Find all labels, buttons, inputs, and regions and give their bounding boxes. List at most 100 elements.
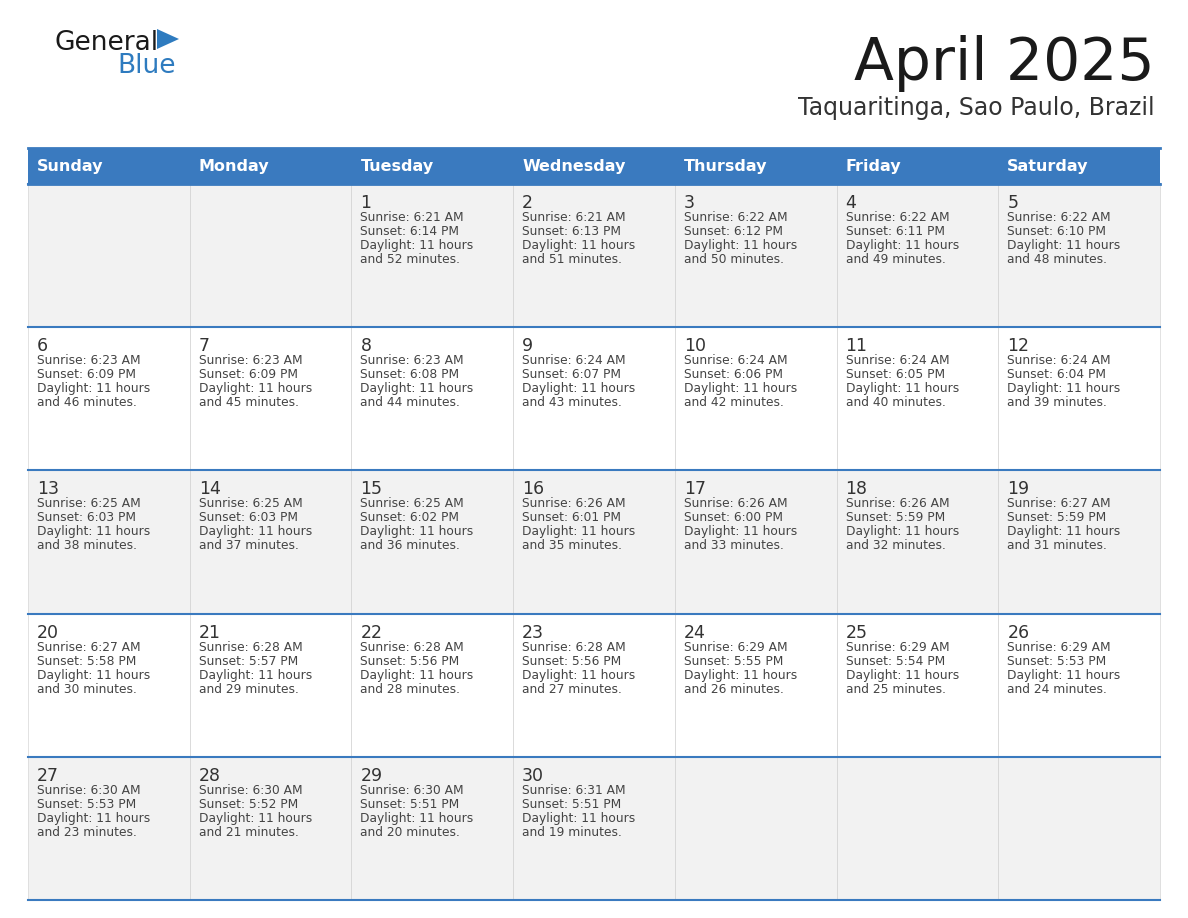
Text: Daylight: 11 hours: Daylight: 11 hours — [523, 812, 636, 824]
Text: and 50 minutes.: and 50 minutes. — [684, 253, 784, 266]
Text: Daylight: 11 hours: Daylight: 11 hours — [198, 525, 312, 538]
Text: Sunset: 5:54 PM: Sunset: 5:54 PM — [846, 655, 944, 667]
Bar — [836, 756, 998, 900]
Text: Daylight: 11 hours: Daylight: 11 hours — [1007, 382, 1120, 396]
Text: and 42 minutes.: and 42 minutes. — [684, 397, 784, 409]
Text: 2: 2 — [523, 194, 533, 212]
Bar — [190, 470, 352, 613]
Bar — [352, 184, 513, 327]
Text: and 48 minutes.: and 48 minutes. — [1007, 253, 1107, 266]
Text: Sunset: 5:53 PM: Sunset: 5:53 PM — [37, 798, 137, 811]
Text: and 36 minutes.: and 36 minutes. — [360, 540, 460, 553]
Text: Sunrise: 6:28 AM: Sunrise: 6:28 AM — [198, 641, 303, 654]
Bar — [836, 148, 998, 184]
Text: Sunset: 5:51 PM: Sunset: 5:51 PM — [360, 798, 460, 811]
Text: Daylight: 11 hours: Daylight: 11 hours — [37, 382, 150, 396]
Text: and 44 minutes.: and 44 minutes. — [360, 397, 460, 409]
Text: 24: 24 — [684, 623, 706, 642]
Text: Sunrise: 6:27 AM: Sunrise: 6:27 AM — [37, 641, 140, 654]
Text: 27: 27 — [37, 767, 59, 785]
Bar — [29, 148, 190, 184]
Text: 28: 28 — [198, 767, 221, 785]
Text: Sunrise: 6:24 AM: Sunrise: 6:24 AM — [1007, 354, 1111, 367]
Text: Sunset: 6:03 PM: Sunset: 6:03 PM — [37, 511, 135, 524]
Bar — [513, 327, 675, 470]
Text: 14: 14 — [198, 480, 221, 498]
Bar — [190, 184, 352, 327]
Text: Sunrise: 6:23 AM: Sunrise: 6:23 AM — [198, 354, 302, 367]
Text: Daylight: 11 hours: Daylight: 11 hours — [360, 812, 474, 824]
Text: Daylight: 11 hours: Daylight: 11 hours — [198, 382, 312, 396]
Text: Sunset: 6:11 PM: Sunset: 6:11 PM — [846, 225, 944, 238]
Text: and 46 minutes.: and 46 minutes. — [37, 397, 137, 409]
Text: 3: 3 — [684, 194, 695, 212]
Text: 4: 4 — [846, 194, 857, 212]
Bar — [29, 327, 190, 470]
Text: Sunrise: 6:24 AM: Sunrise: 6:24 AM — [523, 354, 626, 367]
Bar — [29, 613, 190, 756]
Bar — [513, 148, 675, 184]
Text: Sunset: 6:09 PM: Sunset: 6:09 PM — [37, 368, 135, 381]
Text: 18: 18 — [846, 480, 867, 498]
Text: Sunrise: 6:23 AM: Sunrise: 6:23 AM — [360, 354, 465, 367]
Text: Daylight: 11 hours: Daylight: 11 hours — [37, 668, 150, 681]
Bar — [675, 470, 836, 613]
Text: Sunrise: 6:28 AM: Sunrise: 6:28 AM — [523, 641, 626, 654]
Text: Sunrise: 6:22 AM: Sunrise: 6:22 AM — [1007, 211, 1111, 224]
Text: Daylight: 11 hours: Daylight: 11 hours — [1007, 525, 1120, 538]
Text: 20: 20 — [37, 623, 59, 642]
Text: Daylight: 11 hours: Daylight: 11 hours — [37, 812, 150, 824]
Text: and 24 minutes.: and 24 minutes. — [1007, 683, 1107, 696]
Text: Sunset: 5:57 PM: Sunset: 5:57 PM — [198, 655, 298, 667]
Text: 22: 22 — [360, 623, 383, 642]
Text: 11: 11 — [846, 337, 867, 355]
Text: 10: 10 — [684, 337, 706, 355]
Text: and 21 minutes.: and 21 minutes. — [198, 826, 298, 839]
Text: Daylight: 11 hours: Daylight: 11 hours — [846, 239, 959, 252]
Text: Sunset: 6:09 PM: Sunset: 6:09 PM — [198, 368, 298, 381]
Bar — [675, 148, 836, 184]
Text: Taquaritinga, Sao Paulo, Brazil: Taquaritinga, Sao Paulo, Brazil — [798, 96, 1155, 120]
Text: Sunset: 6:04 PM: Sunset: 6:04 PM — [1007, 368, 1106, 381]
Text: Sunrise: 6:21 AM: Sunrise: 6:21 AM — [523, 211, 626, 224]
Bar — [190, 148, 352, 184]
Text: Tuesday: Tuesday — [360, 159, 434, 174]
Text: 15: 15 — [360, 480, 383, 498]
Text: Sunset: 6:08 PM: Sunset: 6:08 PM — [360, 368, 460, 381]
Text: Sunset: 5:55 PM: Sunset: 5:55 PM — [684, 655, 783, 667]
Text: Daylight: 11 hours: Daylight: 11 hours — [684, 668, 797, 681]
Bar — [836, 327, 998, 470]
Text: and 45 minutes.: and 45 minutes. — [198, 397, 298, 409]
Text: and 37 minutes.: and 37 minutes. — [198, 540, 298, 553]
Text: 17: 17 — [684, 480, 706, 498]
Text: and 28 minutes.: and 28 minutes. — [360, 683, 461, 696]
Text: and 39 minutes.: and 39 minutes. — [1007, 397, 1107, 409]
Text: Daylight: 11 hours: Daylight: 11 hours — [846, 382, 959, 396]
Text: Sunset: 5:52 PM: Sunset: 5:52 PM — [198, 798, 298, 811]
Text: Sunrise: 6:22 AM: Sunrise: 6:22 AM — [684, 211, 788, 224]
Text: Sunrise: 6:26 AM: Sunrise: 6:26 AM — [523, 498, 626, 510]
Text: Sunrise: 6:28 AM: Sunrise: 6:28 AM — [360, 641, 465, 654]
Text: April 2025: April 2025 — [854, 35, 1155, 92]
Text: Daylight: 11 hours: Daylight: 11 hours — [198, 668, 312, 681]
Text: Sunset: 5:56 PM: Sunset: 5:56 PM — [360, 655, 460, 667]
Text: 23: 23 — [523, 623, 544, 642]
Bar — [836, 184, 998, 327]
Bar — [29, 184, 190, 327]
Text: Sunrise: 6:23 AM: Sunrise: 6:23 AM — [37, 354, 140, 367]
Text: Sunset: 6:06 PM: Sunset: 6:06 PM — [684, 368, 783, 381]
Text: Sunrise: 6:27 AM: Sunrise: 6:27 AM — [1007, 498, 1111, 510]
Text: 12: 12 — [1007, 337, 1029, 355]
Text: Daylight: 11 hours: Daylight: 11 hours — [198, 812, 312, 824]
Text: General: General — [55, 30, 159, 56]
Text: Daylight: 11 hours: Daylight: 11 hours — [684, 239, 797, 252]
Text: and 26 minutes.: and 26 minutes. — [684, 683, 784, 696]
Text: Sunset: 5:59 PM: Sunset: 5:59 PM — [846, 511, 944, 524]
Text: Daylight: 11 hours: Daylight: 11 hours — [1007, 239, 1120, 252]
Text: Sunset: 6:00 PM: Sunset: 6:00 PM — [684, 511, 783, 524]
Text: Daylight: 11 hours: Daylight: 11 hours — [1007, 668, 1120, 681]
Text: Sunset: 5:51 PM: Sunset: 5:51 PM — [523, 798, 621, 811]
Text: Sunset: 6:14 PM: Sunset: 6:14 PM — [360, 225, 460, 238]
Text: Friday: Friday — [846, 159, 902, 174]
Text: Sunset: 6:05 PM: Sunset: 6:05 PM — [846, 368, 944, 381]
